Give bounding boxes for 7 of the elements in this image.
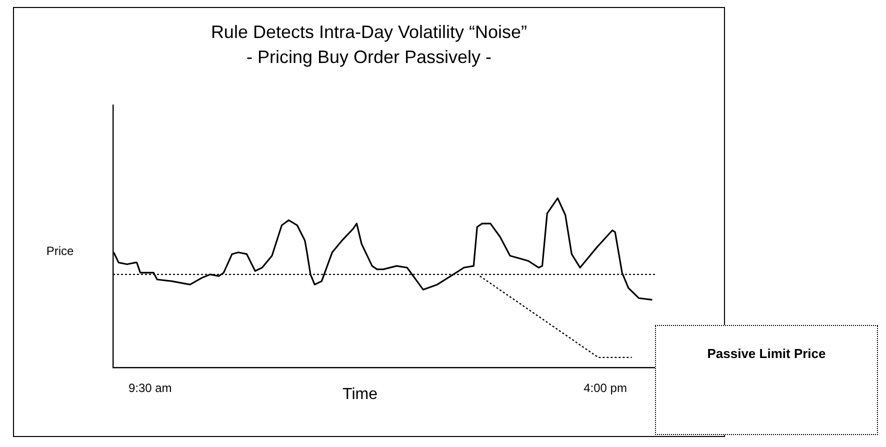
- text: Passive Limit Price: [655, 325, 878, 435]
- x-axis-title: Time: [342, 386, 378, 404]
- x-tick-label: 4:00 pm: [584, 381, 627, 396]
- x-tick-label: 9:30 am: [128, 381, 172, 396]
- y-axis-title: Price: [45, 244, 75, 258]
- chart-title: Rule Detects Intra-Day Volatility “Noise”: [210, 22, 528, 43]
- chart-subtitle: - Pricing Buy Order Passively -: [245, 47, 493, 68]
